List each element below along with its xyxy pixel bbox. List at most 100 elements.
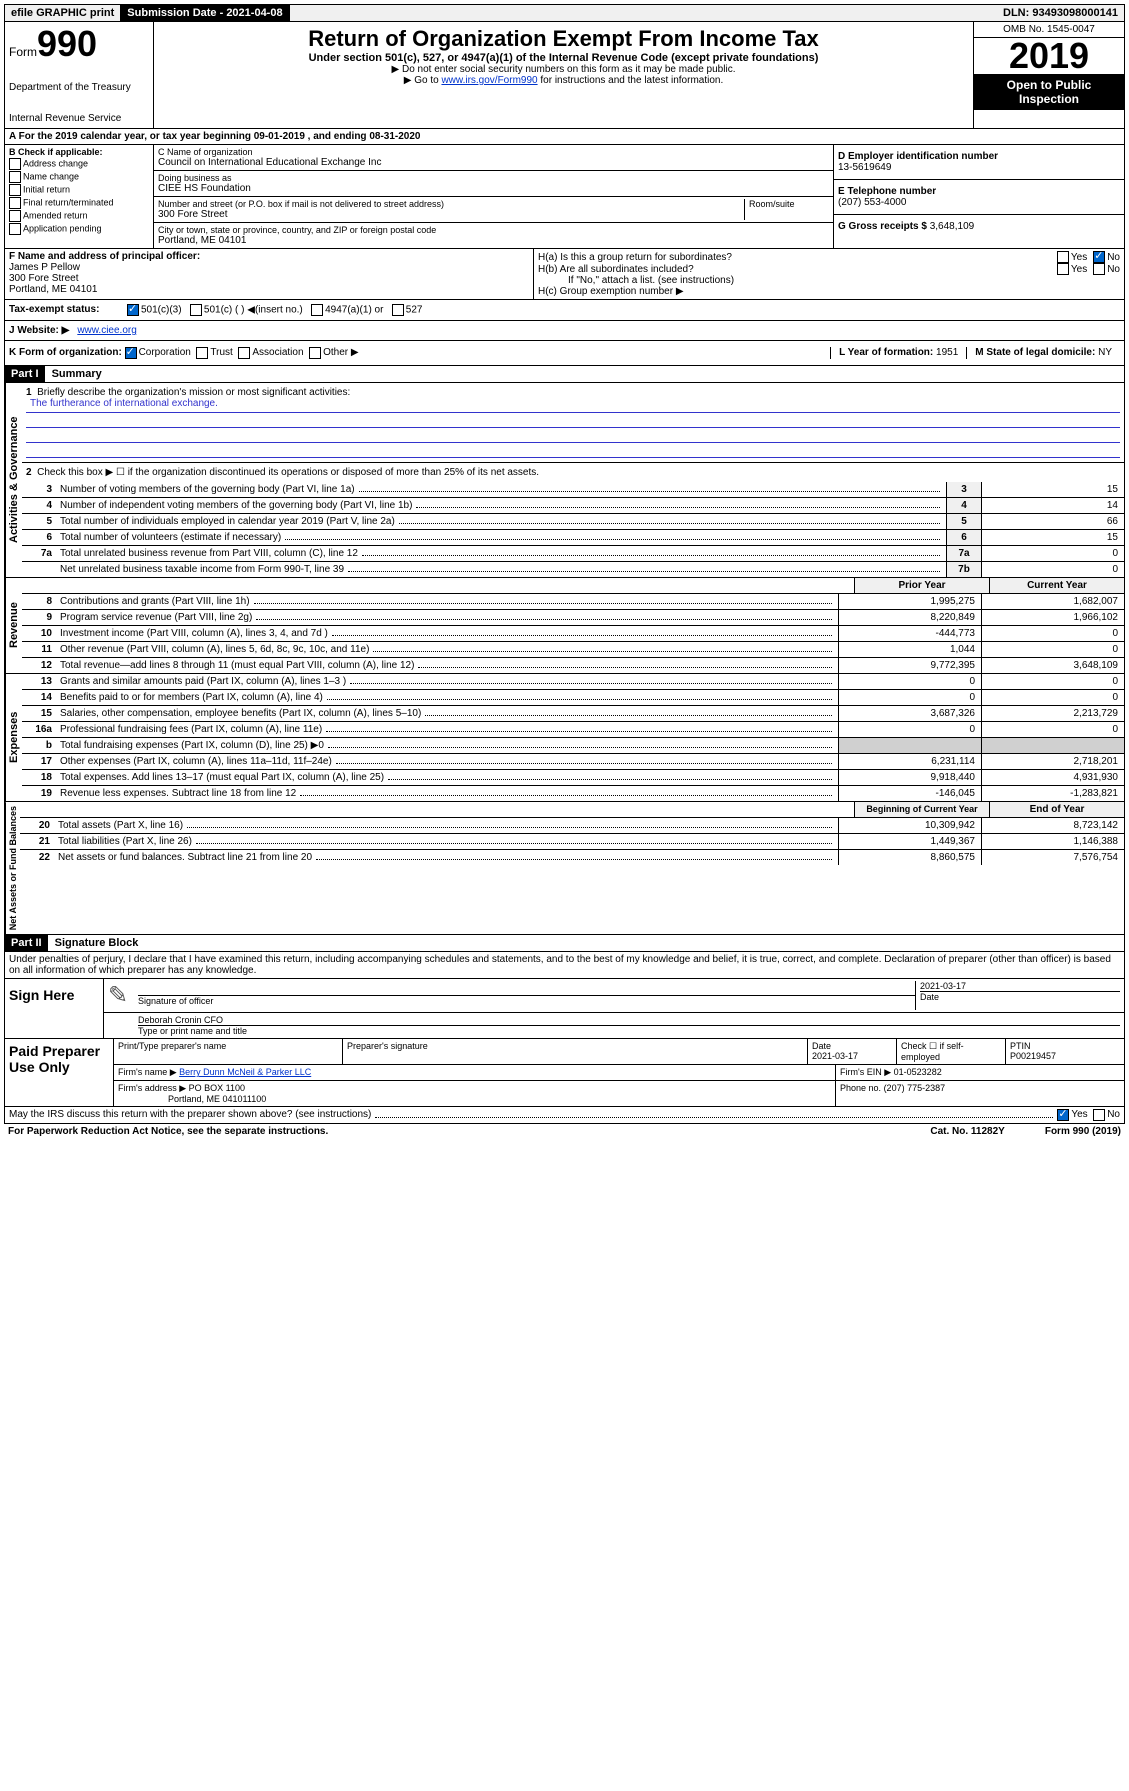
instr-pre: ▶ Go to bbox=[404, 75, 442, 86]
submission-date: Submission Date - 2021-04-08 bbox=[121, 5, 289, 21]
prep-check[interactable]: Check ☐ if self-employed bbox=[897, 1039, 1006, 1064]
i-opt4: 527 bbox=[406, 305, 423, 316]
col-begin: Beginning of Current Year bbox=[854, 802, 989, 817]
summary-line: 22Net assets or fund balances. Subtract … bbox=[20, 850, 1124, 865]
prep-date: 2021-03-17 bbox=[812, 1051, 858, 1061]
ha-label: H(a) Is this a group return for subordin… bbox=[538, 252, 1057, 263]
hb-no[interactable] bbox=[1093, 263, 1105, 275]
b-opt-name[interactable]: Name change bbox=[9, 171, 149, 183]
website-link[interactable]: www.ciee.org bbox=[77, 325, 136, 336]
col-b: B Check if applicable: Address change Na… bbox=[5, 145, 154, 248]
l-label: L Year of formation: bbox=[839, 347, 933, 358]
k-assoc-label: Association bbox=[252, 347, 303, 359]
b-opt-address[interactable]: Address change bbox=[9, 158, 149, 170]
ha-yes[interactable] bbox=[1057, 251, 1069, 263]
open-public: Open to Public Inspection bbox=[974, 74, 1124, 110]
summary-line: 6Total number of volunteers (estimate if… bbox=[22, 530, 1124, 546]
b-header: B Check if applicable: bbox=[9, 147, 149, 157]
firm-ein: 01-0523282 bbox=[894, 1067, 942, 1077]
b-opt-amended[interactable]: Amended return bbox=[9, 210, 149, 222]
line2-text: Check this box ▶ ☐ if the organization d… bbox=[37, 467, 539, 478]
k-corp[interactable] bbox=[125, 347, 137, 359]
main-title: Return of Organization Exempt From Incom… bbox=[158, 26, 969, 52]
k-assoc[interactable] bbox=[238, 347, 250, 359]
c-addr: 300 Fore Street bbox=[158, 209, 744, 220]
part2-header: Part II Signature Block bbox=[4, 935, 1125, 952]
f-name: James P Pellow bbox=[9, 262, 529, 273]
col-c: C Name of organization Council on Intern… bbox=[154, 145, 834, 248]
form-ref: Form 990 (2019) bbox=[1045, 1126, 1121, 1137]
phone: (207) 775-2387 bbox=[884, 1083, 946, 1093]
firm-addr2: Portland, ME 041011100 bbox=[168, 1094, 266, 1104]
summary-line: 9Program service revenue (Part VIII, lin… bbox=[22, 610, 1124, 626]
summary-line: 17Other expenses (Part IX, column (A), l… bbox=[22, 754, 1124, 770]
g-value: 3,648,109 bbox=[930, 221, 975, 232]
summary-line: 13Grants and similar amounts paid (Part … bbox=[22, 674, 1124, 690]
f-addr1: 300 Fore Street bbox=[9, 273, 529, 284]
sig-officer-label: Signature of officer bbox=[138, 996, 915, 1006]
discuss-text: May the IRS discuss this return with the… bbox=[9, 1109, 371, 1121]
c-city: Portland, ME 04101 bbox=[158, 235, 829, 246]
ptin-label: PTIN bbox=[1010, 1041, 1031, 1051]
summary-line: 21Total liabilities (Part X, line 26)1,4… bbox=[20, 834, 1124, 850]
pen-icon: ✎ bbox=[108, 981, 138, 1010]
k-other[interactable] bbox=[309, 347, 321, 359]
i-501c3[interactable] bbox=[127, 304, 139, 316]
c-dba-label: Doing business as bbox=[158, 173, 829, 183]
i-501c[interactable] bbox=[190, 304, 202, 316]
mission-text: The furtherance of international exchang… bbox=[26, 398, 1120, 413]
firm-name[interactable]: Berry Dunn McNeil & Parker LLC bbox=[179, 1067, 311, 1077]
row-i: Tax-exempt status: 501(c)(3) 501(c) ( ) … bbox=[4, 300, 1125, 321]
summary-line: 5Total number of individuals employed in… bbox=[22, 514, 1124, 530]
c-room-label: Room/suite bbox=[749, 199, 829, 209]
phone-label: Phone no. bbox=[840, 1083, 881, 1093]
b-opt-pending[interactable]: Application pending bbox=[9, 223, 149, 235]
block-bcde: B Check if applicable: Address change Na… bbox=[4, 145, 1125, 249]
irs-link[interactable]: www.irs.gov/Form990 bbox=[441, 75, 537, 86]
c-dba: CIEE HS Foundation bbox=[158, 183, 829, 194]
block-expenses: Expenses 13Grants and similar amounts pa… bbox=[4, 674, 1125, 802]
summary-line: 4Number of independent voting members of… bbox=[22, 498, 1124, 514]
j-label: J Website: ▶ bbox=[5, 321, 73, 340]
col-f: F Name and address of principal officer:… bbox=[5, 249, 534, 299]
part2-label: Part II bbox=[5, 935, 48, 951]
yes-label: Yes bbox=[1071, 1109, 1087, 1121]
vlabel-expenses: Expenses bbox=[5, 674, 22, 801]
b-opt-initial[interactable]: Initial return bbox=[9, 184, 149, 196]
subtitle: Under section 501(c), 527, or 4947(a)(1)… bbox=[158, 52, 969, 64]
c-city-label: City or town, state or province, country… bbox=[158, 225, 829, 235]
summary-line: 7aTotal unrelated business revenue from … bbox=[22, 546, 1124, 562]
d-value: 13-5619649 bbox=[838, 162, 1120, 173]
m-value: NY bbox=[1098, 347, 1112, 358]
firm-name-label: Firm's name ▶ bbox=[118, 1067, 177, 1077]
i-opt3: 4947(a)(1) or bbox=[325, 305, 383, 316]
summary-line: 18Total expenses. Add lines 13–17 (must … bbox=[22, 770, 1124, 786]
summary-line: 10Investment income (Part VIII, column (… bbox=[22, 626, 1124, 642]
summary-line: 12Total revenue—add lines 8 through 11 (… bbox=[22, 658, 1124, 673]
discuss-row: May the IRS discuss this return with the… bbox=[4, 1107, 1125, 1124]
summary-line: 11Other revenue (Part VIII, column (A), … bbox=[22, 642, 1124, 658]
block-netassets: Net Assets or Fund Balances Beginning of… bbox=[4, 802, 1125, 935]
prep-print-name: Print/Type preparer's name bbox=[114, 1039, 343, 1064]
summary-line: Net unrelated business taxable income fr… bbox=[22, 562, 1124, 577]
prep-sig: Preparer's signature bbox=[343, 1039, 808, 1064]
declaration: Under penalties of perjury, I declare th… bbox=[4, 952, 1125, 979]
hb-yes[interactable] bbox=[1057, 263, 1069, 275]
paperwork: For Paperwork Reduction Act Notice, see … bbox=[8, 1126, 328, 1137]
col-end: End of Year bbox=[989, 802, 1124, 817]
block-governance: Activities & Governance 1 Briefly descri… bbox=[4, 383, 1125, 578]
b-opt-final[interactable]: Final return/terminated bbox=[9, 197, 149, 209]
ha-no[interactable] bbox=[1093, 251, 1105, 263]
efile-link[interactable]: efile GRAPHIC print bbox=[5, 5, 121, 21]
form-label: Form bbox=[9, 45, 37, 59]
i-4947[interactable] bbox=[311, 304, 323, 316]
row-klm: K Form of organization: Corporation Trus… bbox=[4, 341, 1125, 366]
summary-line: 16aProfessional fundraising fees (Part I… bbox=[22, 722, 1124, 738]
discuss-no[interactable] bbox=[1093, 1109, 1105, 1121]
form-number: 990 bbox=[37, 23, 97, 64]
f-addr2: Portland, ME 04101 bbox=[9, 284, 529, 295]
k-trust[interactable] bbox=[196, 347, 208, 359]
discuss-yes[interactable] bbox=[1057, 1109, 1069, 1121]
i-527[interactable] bbox=[392, 304, 404, 316]
instr-ssn: ▶ Do not enter social security numbers o… bbox=[158, 64, 969, 75]
